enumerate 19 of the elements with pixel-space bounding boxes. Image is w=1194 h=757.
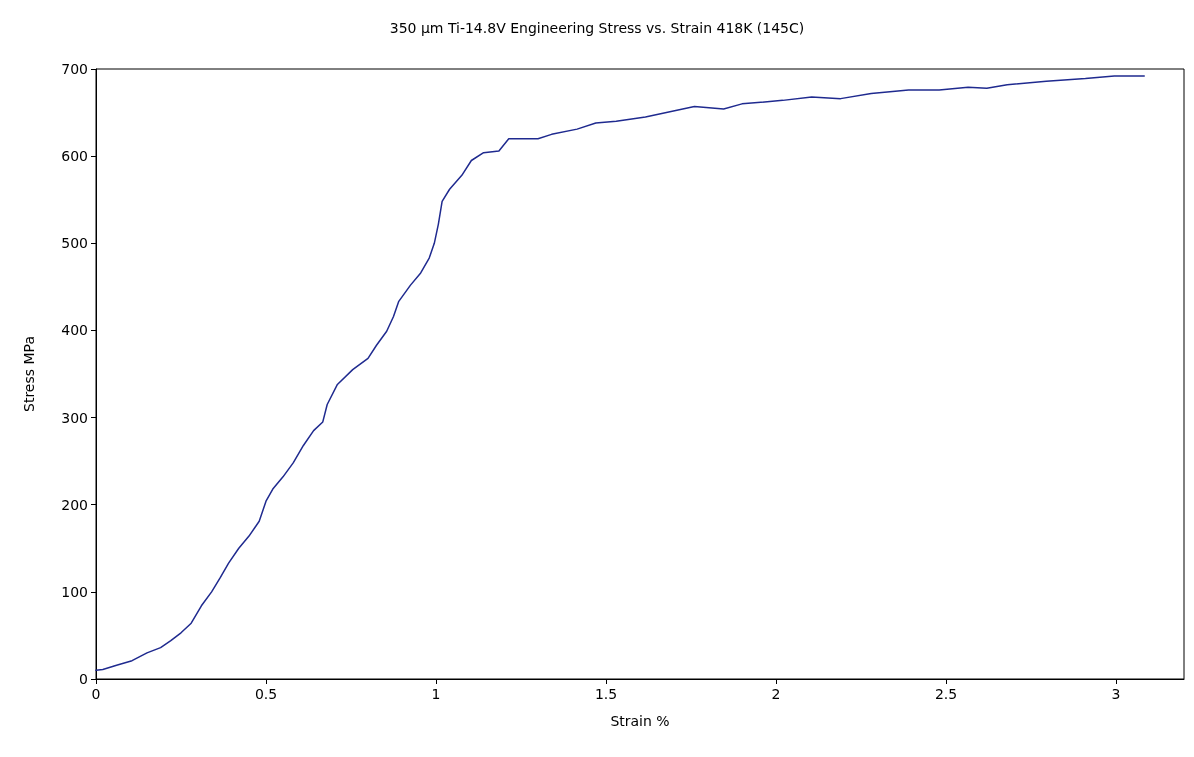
y-tick-label: 400 xyxy=(61,322,88,339)
y-tick-label: 500 xyxy=(61,235,88,252)
chart-title: 350 μm Ti-14.8V Engineering Stress vs. Strain 418K (145C) xyxy=(389,20,805,36)
y-tick-label: 600 xyxy=(61,148,88,165)
x-tick-label: 1 xyxy=(431,686,441,702)
y-axis-title: Stress MPa xyxy=(21,336,37,412)
line-series xyxy=(95,75,1145,672)
y-tick-label: 300 xyxy=(61,409,88,426)
x-tick-label: 2 xyxy=(771,686,781,702)
x-tick-label: 1.5 xyxy=(594,686,618,702)
x-tick-label: 0 xyxy=(91,686,101,702)
y-tick-label: 200 xyxy=(61,496,88,513)
x-axis-title: Strain % xyxy=(610,713,670,729)
x-tick-label: 2.5 xyxy=(934,686,958,702)
y-tick-label: 0 xyxy=(79,671,88,687)
y-tick-label: 700 xyxy=(61,61,88,77)
x-tick-label: 3 xyxy=(1111,686,1121,702)
x-tick-label: 0.5 xyxy=(254,686,278,702)
y-tick-label: 100 xyxy=(61,583,88,600)
